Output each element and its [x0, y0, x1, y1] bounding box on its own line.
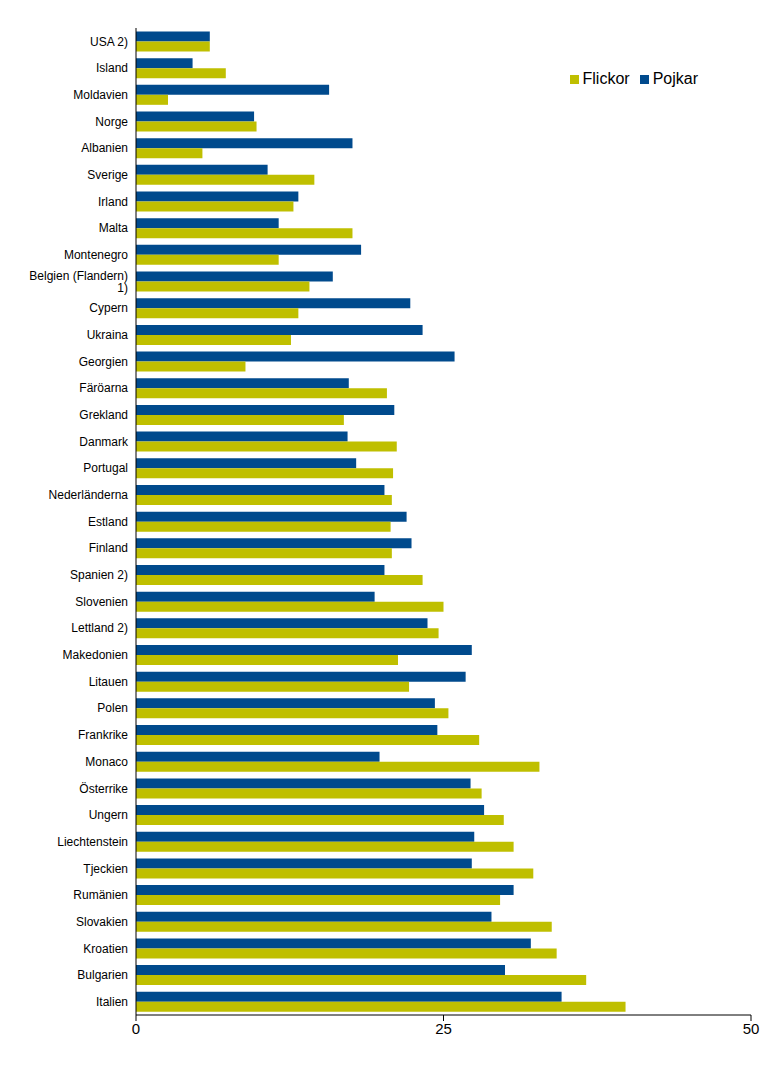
svg-text:Kroatien: Kroatien [83, 942, 128, 956]
svg-text:Monaco: Monaco [85, 755, 128, 769]
svg-text:Lettland 2): Lettland 2) [71, 621, 128, 635]
svg-text:Montenegro: Montenegro [64, 248, 128, 262]
html-text:Flickor: Flickor [582, 70, 630, 87]
svg-text:Färöarna: Färöarna [79, 381, 128, 395]
svg-text:Nederländerna: Nederländerna [49, 488, 129, 502]
svg-text:Sverige: Sverige [87, 168, 128, 182]
svg-text:Cypern: Cypern [89, 301, 128, 315]
svg-text:Slovenien: Slovenien [75, 595, 128, 609]
svg-text:Ungern: Ungern [89, 808, 128, 822]
svg-text:Island: Island [96, 61, 128, 75]
svg-text:0: 0 [132, 1020, 140, 1037]
svg-text:USA 2): USA 2) [90, 35, 128, 49]
svg-text:Italien: Italien [96, 995, 128, 1009]
svg-text:Makedonien: Makedonien [63, 648, 128, 662]
svg-text:Polen: Polen [97, 701, 128, 715]
svg-text:Slovakien: Slovakien [76, 915, 128, 929]
svg-text:Irland: Irland [98, 195, 128, 209]
svg-text:Liechtenstein: Liechtenstein [57, 835, 128, 849]
svg-text:Malta: Malta [99, 221, 129, 235]
svg-text:Bulgarien: Bulgarien [77, 968, 128, 982]
svg-text:Ukraina: Ukraina [87, 328, 129, 342]
svg-text:Estland: Estland [88, 515, 128, 529]
svg-text:Litauen: Litauen [89, 675, 128, 689]
svg-text:Albanien: Albanien [81, 141, 128, 155]
svg-text:Rumänien: Rumänien [73, 888, 128, 902]
svg-text:Norge: Norge [95, 115, 128, 129]
svg-text:Danmark: Danmark [79, 435, 129, 449]
svg-text:Belgien (Flandern)1): Belgien (Flandern)1) [29, 269, 128, 295]
svg-text:Moldavien: Moldavien [73, 88, 128, 102]
svg-text:50: 50 [743, 1020, 760, 1037]
svg-text:Österrike: Österrike [79, 782, 128, 796]
svg-text:Tjeckien: Tjeckien [83, 862, 128, 876]
svg-text:Spanien 2): Spanien 2) [70, 568, 128, 582]
svg-text:Portugal: Portugal [83, 461, 128, 475]
svg-text:Frankrike: Frankrike [78, 728, 128, 742]
html-text:Pojkar: Pojkar [652, 70, 698, 87]
svg-text:Finland: Finland [89, 541, 128, 555]
svg-text:Grekland: Grekland [79, 408, 128, 422]
svg-text:Georgien: Georgien [79, 355, 128, 369]
svg-text:25: 25 [435, 1020, 452, 1037]
